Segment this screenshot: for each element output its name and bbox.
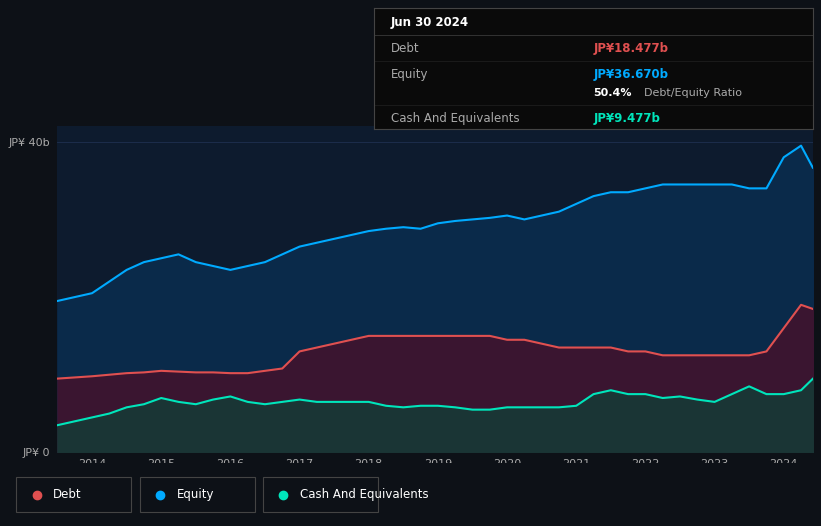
Text: JP¥36.670b: JP¥36.670b [594,68,668,82]
Text: Cash And Equivalents: Cash And Equivalents [300,488,429,501]
Text: JP¥9.477b: JP¥9.477b [594,112,660,125]
Text: Jun 30 2024: Jun 30 2024 [391,16,470,29]
Text: Debt: Debt [391,42,420,55]
Text: Equity: Equity [391,68,429,82]
Text: Debt/Equity Ratio: Debt/Equity Ratio [644,88,741,98]
Text: Cash And Equivalents: Cash And Equivalents [391,112,520,125]
Text: Debt: Debt [53,488,82,501]
Text: 50.4%: 50.4% [594,88,631,98]
Text: Equity: Equity [177,488,214,501]
Text: JP¥18.477b: JP¥18.477b [594,42,668,55]
